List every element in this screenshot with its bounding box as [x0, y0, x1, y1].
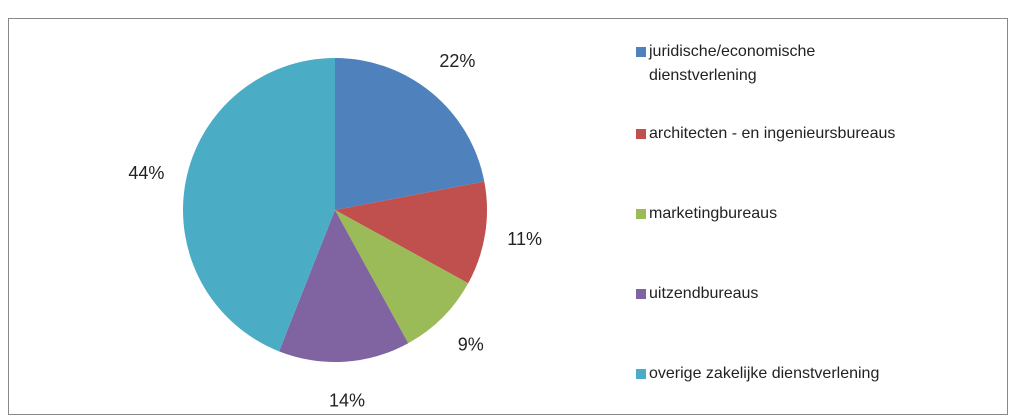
legend-item: juridische/economische dienstverlening	[636, 40, 886, 88]
legend-swatch	[636, 129, 646, 139]
pie-slice	[279, 210, 409, 362]
legend-swatch	[636, 289, 646, 299]
data-label: 14%	[329, 390, 365, 410]
legend-item: architecten - en ingenieursbureaus	[636, 122, 895, 146]
data-label: 22%	[439, 51, 475, 71]
legend-item: marketingbureaus	[636, 202, 777, 226]
pie-slice	[335, 210, 469, 344]
legend-label: overige zakelijke dienstverlening	[649, 365, 880, 382]
legend-swatch	[636, 369, 646, 379]
pie-slice	[182, 58, 335, 352]
legend-swatch	[636, 209, 646, 219]
legend-label: uitzendbureaus	[649, 285, 759, 302]
data-label: 44%	[128, 163, 164, 183]
legend-swatch	[636, 47, 646, 57]
legend-label: architecten - en ingenieursbureaus	[649, 125, 896, 142]
pie-slice	[335, 181, 487, 284]
legend-item: overige zakelijke dienstverlening	[636, 362, 879, 386]
data-label: 11%	[507, 229, 542, 249]
chart-border	[8, 18, 1008, 415]
legend-label: marketingbureaus	[649, 205, 778, 222]
pie-slice	[335, 58, 485, 210]
legend-item: uitzendbureaus	[636, 282, 758, 306]
legend-label: juridische/economische dienstverlening	[649, 43, 816, 84]
data-label: 9%	[458, 335, 484, 355]
